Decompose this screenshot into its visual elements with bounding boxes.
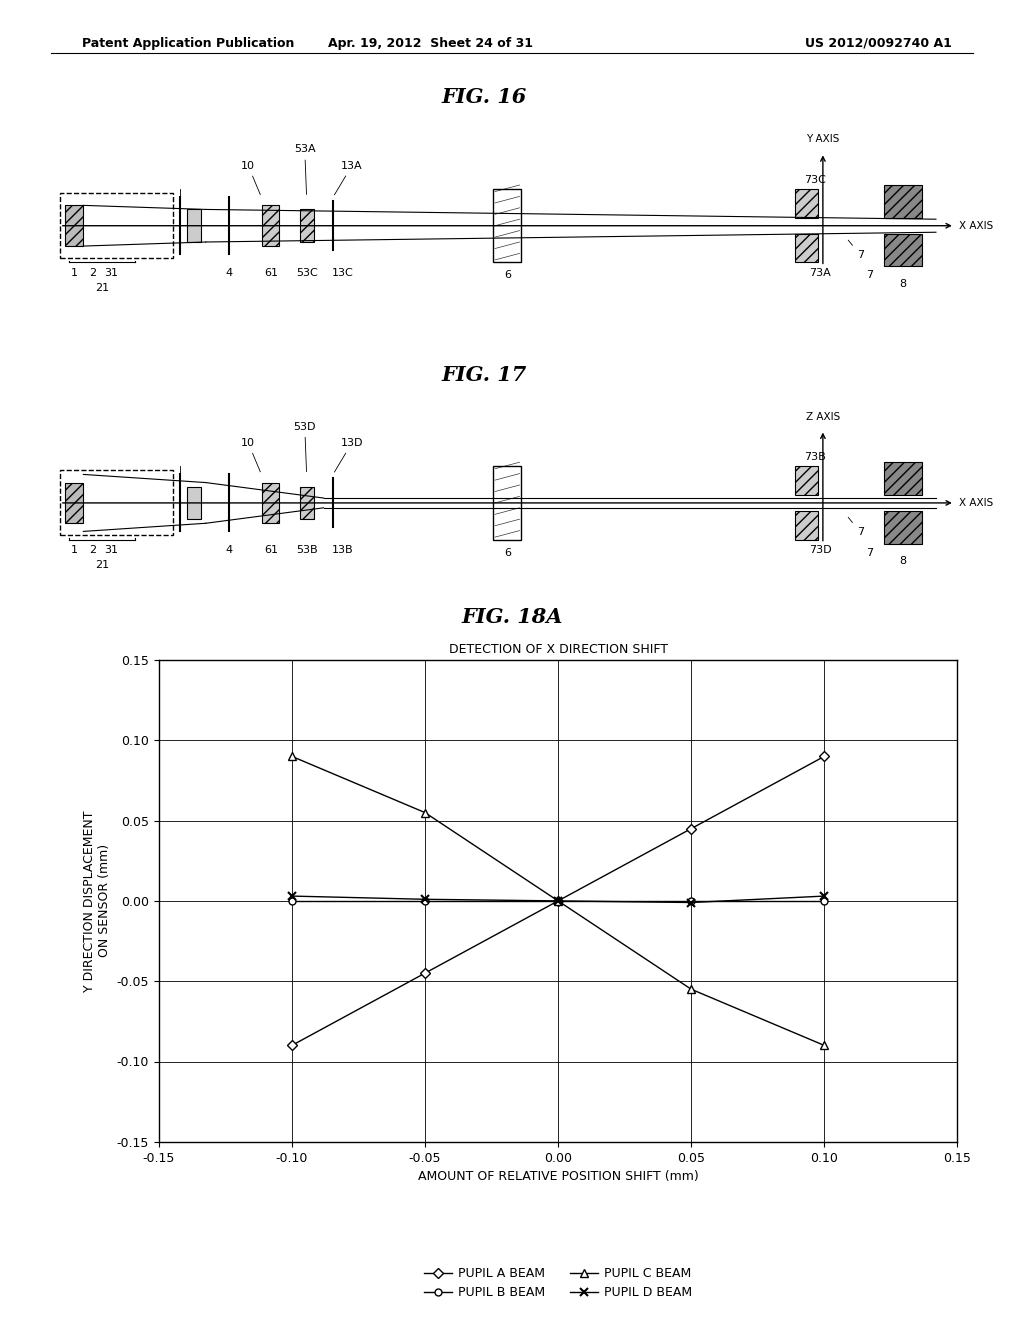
Text: 31: 31 xyxy=(104,268,119,279)
Text: 31: 31 xyxy=(104,545,119,556)
Bar xyxy=(795,189,818,218)
Text: 73B: 73B xyxy=(804,453,825,462)
Text: 61: 61 xyxy=(264,268,278,279)
Bar xyxy=(262,206,280,246)
Text: 7: 7 xyxy=(866,271,873,280)
Text: 7: 7 xyxy=(866,548,873,557)
Text: 61: 61 xyxy=(264,545,278,556)
Text: 10: 10 xyxy=(242,161,260,194)
Text: 73A: 73A xyxy=(809,268,830,279)
Text: 73D: 73D xyxy=(809,545,831,556)
Bar xyxy=(884,511,922,544)
Legend: PUPIL A BEAM, PUPIL B BEAM, PUPIL C BEAM, PUPIL D BEAM: PUPIL A BEAM, PUPIL B BEAM, PUPIL C BEAM… xyxy=(424,1267,692,1299)
Text: 53B: 53B xyxy=(296,545,317,556)
Bar xyxy=(884,234,922,267)
Text: 8: 8 xyxy=(899,279,906,289)
Bar xyxy=(300,487,314,519)
Text: 7: 7 xyxy=(848,517,864,537)
Text: X AXIS: X AXIS xyxy=(959,498,993,508)
Text: 13B: 13B xyxy=(332,545,353,556)
Text: 2: 2 xyxy=(89,268,96,279)
Bar xyxy=(262,483,280,523)
Bar xyxy=(300,210,314,242)
Text: 21: 21 xyxy=(95,560,110,570)
Text: 13D: 13D xyxy=(335,438,364,473)
Text: Patent Application Publication: Patent Application Publication xyxy=(82,37,294,50)
Bar xyxy=(65,206,83,246)
Text: 13A: 13A xyxy=(335,161,362,195)
Text: 1: 1 xyxy=(71,268,78,279)
Bar xyxy=(187,487,201,519)
Bar xyxy=(795,511,818,540)
Title: DETECTION OF X DIRECTION SHIFT: DETECTION OF X DIRECTION SHIFT xyxy=(449,643,668,656)
Text: Apr. 19, 2012  Sheet 24 of 31: Apr. 19, 2012 Sheet 24 of 31 xyxy=(328,37,532,50)
Text: 53A: 53A xyxy=(294,144,315,194)
X-axis label: AMOUNT OF RELATIVE POSITION SHIFT (mm): AMOUNT OF RELATIVE POSITION SHIFT (mm) xyxy=(418,1170,698,1183)
Text: Y AXIS: Y AXIS xyxy=(806,135,840,144)
Text: 7: 7 xyxy=(848,240,864,260)
Text: 13C: 13C xyxy=(332,268,353,279)
Bar xyxy=(795,234,818,263)
Text: 4: 4 xyxy=(226,545,232,556)
Text: FIG. 16: FIG. 16 xyxy=(441,87,526,107)
Bar xyxy=(65,483,83,523)
Y-axis label: Y DIRECTION DISPLACEMENT
ON SENSOR (mm): Y DIRECTION DISPLACEMENT ON SENSOR (mm) xyxy=(83,810,111,991)
Bar xyxy=(494,466,521,540)
Text: 6: 6 xyxy=(504,271,511,280)
Text: 10: 10 xyxy=(242,438,260,471)
Text: X AXIS: X AXIS xyxy=(959,220,993,231)
Text: 73C: 73C xyxy=(804,176,826,185)
Text: Z AXIS: Z AXIS xyxy=(806,412,840,421)
Text: 53C: 53C xyxy=(296,268,317,279)
Bar xyxy=(884,462,922,495)
Text: 2: 2 xyxy=(89,545,96,556)
Text: 8: 8 xyxy=(899,556,906,566)
Text: 4: 4 xyxy=(226,268,232,279)
Text: 6: 6 xyxy=(504,548,511,557)
Text: FIG. 17: FIG. 17 xyxy=(441,364,526,384)
Text: US 2012/0092740 A1: US 2012/0092740 A1 xyxy=(806,37,952,50)
Text: FIG. 18A: FIG. 18A xyxy=(461,607,563,627)
Bar xyxy=(494,189,521,263)
Bar xyxy=(795,466,818,495)
Text: 53D: 53D xyxy=(294,421,316,471)
Bar xyxy=(884,185,922,218)
Text: 21: 21 xyxy=(95,282,110,293)
Bar xyxy=(187,210,201,242)
Text: 1: 1 xyxy=(71,545,78,556)
